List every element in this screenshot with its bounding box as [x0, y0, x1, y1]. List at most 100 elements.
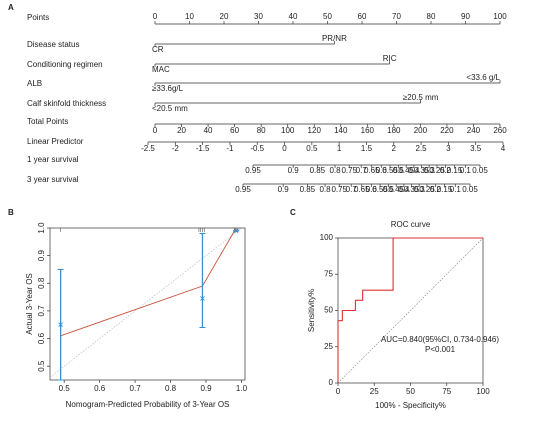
tick-label: 0.2 [440, 166, 452, 175]
tick-label: 50 [323, 12, 332, 21]
y-tick-label: 75 [324, 269, 333, 278]
tick-label: 60 [358, 12, 367, 21]
tick-label: 0.3 [414, 185, 426, 194]
x-tick-label: 25 [370, 387, 379, 396]
row-label: Conditioning regimen [27, 60, 103, 69]
tick-label: 0.4 [408, 166, 420, 175]
tick-label: 0.75 [341, 166, 357, 175]
x-tick-label: 1.0 [236, 384, 248, 393]
y-tick-label: 25 [324, 342, 333, 351]
tick-label: 20 [177, 126, 186, 135]
tick-label: 240 [467, 126, 481, 135]
tick-label: 0.35 [414, 166, 430, 175]
reference-line [49, 227, 242, 378]
tick-label: 0.95 [235, 185, 251, 194]
tick-label: 0.65 [354, 185, 370, 194]
tick-label: 80 [257, 126, 266, 135]
annotation: AUC=0.840(95%CI, 0.734-0.946) [381, 335, 499, 344]
level-label: ≥20.5 mm [403, 93, 439, 102]
row-label: Total Points [27, 117, 68, 126]
x-tick-label: 75 [442, 387, 451, 396]
tick-label: 0.5 [383, 185, 395, 194]
level-label: RIC [383, 54, 397, 63]
tick-label: 2 [392, 144, 397, 153]
tick-label: 0.25 [429, 166, 445, 175]
tick-label: 40 [204, 126, 213, 135]
y-tick-label: 0.8 [37, 277, 46, 289]
tick-label: 0.2 [430, 185, 442, 194]
x-tick-label: 0.7 [130, 384, 142, 393]
tick-label: 0.45 [388, 185, 404, 194]
tick-label: 1 [337, 144, 342, 153]
roc-curve [337, 237, 483, 383]
y-axis-label: Actual 3-Year OS [25, 273, 34, 335]
tick-label: 0.35 [404, 185, 420, 194]
tick-label: 2.5 [416, 144, 428, 153]
x-tick-label: 0.6 [94, 384, 106, 393]
tick-label: 0.7 [346, 185, 358, 194]
level-label: PR/NR [322, 34, 347, 43]
tick-label: 180 [387, 126, 401, 135]
tick-label: 0.85 [300, 185, 316, 194]
level-label: MAC [152, 65, 170, 74]
reference-line [337, 237, 484, 384]
row-label: Linear Predictor [27, 137, 84, 146]
x-tick-label: 0.8 [165, 384, 177, 393]
tick-label: 0.95 [245, 166, 261, 175]
annotation: P<0.001 [425, 345, 456, 354]
row-label: ALB [27, 79, 42, 88]
tick-label: -2.5 [141, 144, 155, 153]
tick-label: 0.6 [376, 166, 388, 175]
tick-label: 200 [414, 126, 428, 135]
level-label: ≥33.6g/L [152, 84, 184, 93]
tick-label: 90 [461, 12, 470, 21]
row-label: Points [27, 13, 49, 22]
tick-label: -2 [172, 144, 180, 153]
tick-label: 0.15 [447, 166, 463, 175]
tick-label: 0.8 [329, 166, 341, 175]
x-axis-label: Nomogram-Predicted Probability of 3-Year… [66, 400, 230, 409]
tick-label: 0.5 [306, 144, 318, 153]
tick-label: 60 [230, 126, 239, 135]
y-tick-label: 0.9 [37, 250, 46, 262]
tick-label: 10 [185, 12, 194, 21]
tick-label: 20 [220, 12, 229, 21]
level-label: <33.6 g/L [466, 73, 500, 82]
x-tick-label: 0.5 [59, 384, 71, 393]
tick-label: -1.5 [196, 144, 210, 153]
panel-label: C [290, 208, 296, 217]
level-label: CR [152, 45, 164, 54]
point-marker [58, 322, 63, 328]
x-tick-label: 100 [476, 387, 490, 396]
tick-label: 0.8 [319, 185, 331, 194]
y-axis-label: Sensitivity% [307, 289, 316, 332]
tick-label: 100 [281, 126, 295, 135]
tick-label: 220 [440, 126, 454, 135]
tick-label: 0.5 [393, 166, 405, 175]
tick-label: 80 [427, 12, 436, 21]
tick-label: 260 [493, 126, 507, 135]
tick-label: 0.75 [331, 185, 347, 194]
row-label: 3 year survival [27, 175, 79, 184]
chart-title: ROC curve [391, 220, 431, 229]
tick-label: 0.6 [366, 185, 378, 194]
point-marker [233, 228, 239, 234]
tick-label: -0.5 [250, 144, 264, 153]
tick-label: 0.3 [424, 166, 436, 175]
y-tick-label: 0.6 [37, 332, 46, 344]
tick-label: 0 [153, 12, 158, 21]
row-label: 1 year survival [27, 155, 79, 164]
tick-label: 30 [254, 12, 263, 21]
x-axis-label: 100% - Specificity% [375, 401, 446, 410]
y-tick-label: 0 [329, 378, 334, 387]
row-label: Disease status [27, 40, 79, 49]
tick-label: 0 [153, 126, 158, 135]
x-tick-label: 0.9 [200, 384, 212, 393]
tick-label: 0.55 [382, 166, 398, 175]
tick-label: 3 [446, 144, 451, 153]
tick-label: 0.4 [398, 185, 410, 194]
y-tick-label: 50 [324, 306, 333, 315]
tick-label: 3.5 [470, 144, 482, 153]
tick-label: 140 [334, 126, 348, 135]
